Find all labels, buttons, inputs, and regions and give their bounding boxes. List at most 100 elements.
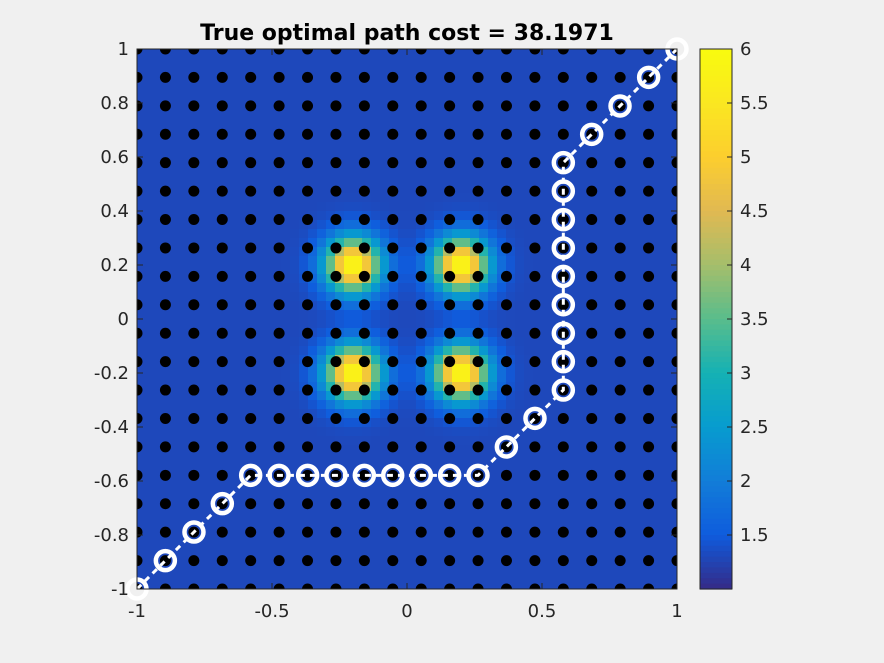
heatmap-cell xyxy=(488,526,498,536)
heatmap-cell xyxy=(506,580,516,589)
heatmap-cell xyxy=(272,148,282,158)
heatmap-cell xyxy=(443,220,453,230)
grid-node xyxy=(500,71,512,83)
heatmap-cell xyxy=(227,445,237,455)
heatmap-cell xyxy=(434,166,444,176)
heatmap-cell xyxy=(596,211,606,221)
heatmap-cell xyxy=(209,337,219,347)
heatmap-cell xyxy=(281,580,291,589)
heatmap-cell xyxy=(227,265,237,275)
heatmap-cell xyxy=(488,544,498,554)
heatmap-cell xyxy=(551,535,561,545)
grid-node xyxy=(643,498,655,510)
heatmap-cell xyxy=(344,301,354,311)
heatmap-cell xyxy=(551,562,561,572)
heatmap-cell xyxy=(425,382,435,392)
heatmap-cell xyxy=(461,544,471,554)
heatmap-cell xyxy=(371,166,381,176)
heatmap-cell xyxy=(263,544,273,554)
heatmap-cell xyxy=(245,139,255,149)
heatmap-cell xyxy=(452,391,462,401)
heatmap-cell xyxy=(434,229,444,239)
heatmap-cell xyxy=(596,562,606,572)
heatmap-cell xyxy=(641,544,651,554)
heatmap-cell xyxy=(614,319,624,329)
heatmap-cell xyxy=(299,148,309,158)
heatmap-cell xyxy=(164,283,174,293)
heatmap-cell xyxy=(344,58,354,68)
heatmap-cell xyxy=(578,220,588,230)
heatmap-cell xyxy=(353,382,363,392)
heatmap-cell xyxy=(380,562,390,572)
heatmap-cell xyxy=(281,445,291,455)
heatmap-cell xyxy=(542,184,552,194)
heatmap-cell xyxy=(155,337,165,347)
heatmap-cell xyxy=(497,517,507,527)
heatmap-cell xyxy=(596,265,606,275)
heatmap-cell xyxy=(632,184,642,194)
heatmap-cell xyxy=(191,373,201,383)
heatmap-cell xyxy=(326,85,336,95)
heatmap-cell xyxy=(461,436,471,446)
heatmap-cell xyxy=(560,571,570,581)
heatmap-cell xyxy=(371,49,381,59)
heatmap-cell xyxy=(299,256,309,266)
heatmap-cell xyxy=(623,220,633,230)
heatmap-cell xyxy=(461,112,471,122)
heatmap-cell xyxy=(596,121,606,131)
grid-node xyxy=(188,299,200,311)
grid-node xyxy=(358,185,370,197)
heatmap-cell xyxy=(182,229,192,239)
heatmap-cell xyxy=(650,337,660,347)
heatmap-cell xyxy=(173,130,183,140)
heatmap-cell xyxy=(623,472,633,482)
heatmap-cell xyxy=(200,481,210,491)
heatmap-cell xyxy=(344,139,354,149)
heatmap-cell xyxy=(308,202,318,212)
grid-node xyxy=(529,384,541,396)
heatmap-cell xyxy=(479,148,489,158)
heatmap-cell xyxy=(434,355,444,365)
heatmap-cell xyxy=(605,427,615,437)
heatmap-cell xyxy=(398,427,408,437)
heatmap-cell xyxy=(632,130,642,140)
colorbar-band xyxy=(700,49,732,55)
heatmap-cell xyxy=(623,427,633,437)
heatmap-cell xyxy=(200,364,210,374)
heatmap-cell xyxy=(281,85,291,95)
heatmap-cell xyxy=(533,319,543,329)
heatmap-cell xyxy=(272,364,282,374)
heatmap-cell xyxy=(146,130,156,140)
heatmap-cell xyxy=(317,148,327,158)
grid-node xyxy=(671,327,677,339)
heatmap-cell xyxy=(209,247,219,257)
heatmap-cell xyxy=(182,58,192,68)
heatmap-cell xyxy=(344,265,354,275)
grid-node xyxy=(614,49,626,55)
heatmap-cell xyxy=(308,355,318,365)
heatmap-cell xyxy=(479,355,489,365)
heatmap-cell xyxy=(407,112,417,122)
heatmap-cell xyxy=(254,49,264,59)
heatmap-cell xyxy=(416,175,426,185)
heatmap-cell xyxy=(326,310,336,320)
heatmap-cell xyxy=(524,157,534,167)
grid-node xyxy=(586,327,598,339)
colorbar-band xyxy=(700,221,732,228)
heatmap-cell xyxy=(497,175,507,185)
heatmap-cell xyxy=(245,256,255,266)
colorbar-band xyxy=(700,508,732,514)
heatmap-cell xyxy=(308,490,318,500)
heatmap-cell xyxy=(146,409,156,419)
grid-node xyxy=(216,242,228,254)
heatmap-cell xyxy=(335,229,345,239)
heatmap-cell xyxy=(398,508,408,518)
heatmap-cell xyxy=(659,220,669,230)
heatmap-cell xyxy=(515,517,525,527)
heatmap-cell xyxy=(137,49,147,59)
colorbar-band xyxy=(700,362,732,369)
heatmap-cell xyxy=(263,229,273,239)
heatmap-cell xyxy=(461,247,471,257)
heatmap-cell xyxy=(569,400,579,410)
heatmap-cell xyxy=(371,238,381,248)
